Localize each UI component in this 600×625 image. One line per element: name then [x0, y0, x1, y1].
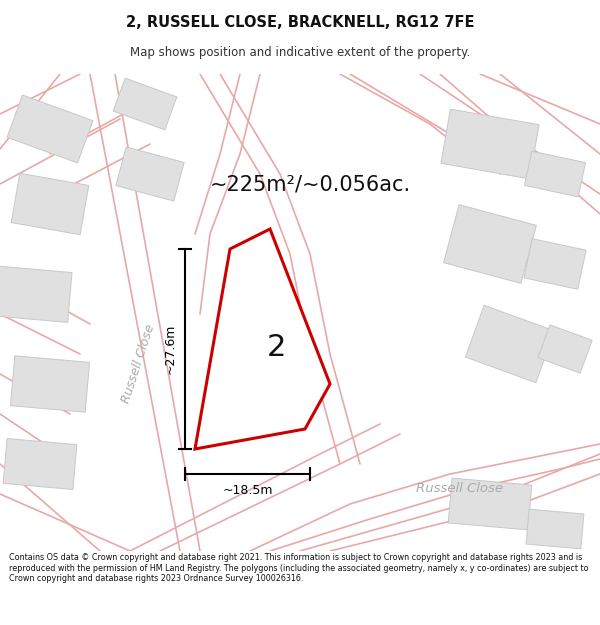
Text: ~225m²/~0.056ac.: ~225m²/~0.056ac.: [209, 174, 410, 194]
Polygon shape: [524, 151, 586, 197]
Polygon shape: [116, 147, 184, 201]
Polygon shape: [7, 95, 93, 163]
Text: 2: 2: [266, 334, 286, 362]
Polygon shape: [195, 229, 330, 449]
Text: Russell Close: Russell Close: [416, 482, 503, 496]
Polygon shape: [524, 239, 586, 289]
Polygon shape: [10, 356, 89, 412]
Text: Contains OS data © Crown copyright and database right 2021. This information is : Contains OS data © Crown copyright and d…: [9, 553, 589, 583]
Text: ~18.5m: ~18.5m: [222, 484, 273, 497]
Polygon shape: [526, 509, 584, 549]
Polygon shape: [3, 439, 77, 489]
Polygon shape: [11, 173, 89, 235]
Polygon shape: [113, 78, 177, 130]
Polygon shape: [538, 325, 592, 373]
Polygon shape: [443, 204, 536, 283]
Text: Russell Close: Russell Close: [119, 323, 157, 405]
Polygon shape: [466, 306, 554, 382]
Polygon shape: [441, 109, 539, 179]
Text: 2, RUSSELL CLOSE, BRACKNELL, RG12 7FE: 2, RUSSELL CLOSE, BRACKNELL, RG12 7FE: [126, 15, 474, 30]
Text: Map shows position and indicative extent of the property.: Map shows position and indicative extent…: [130, 46, 470, 59]
Text: ~27.6m: ~27.6m: [164, 324, 177, 374]
Polygon shape: [0, 266, 72, 322]
Polygon shape: [448, 478, 532, 530]
